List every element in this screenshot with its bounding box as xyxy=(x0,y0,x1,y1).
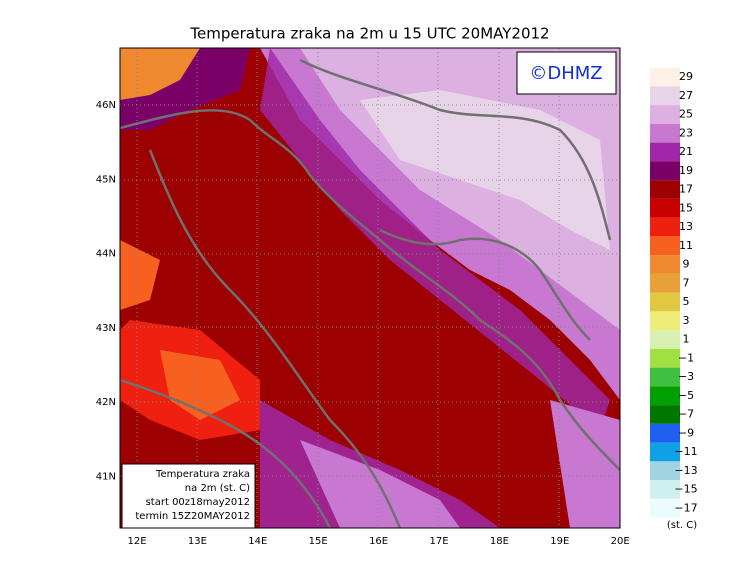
legend-swatch xyxy=(650,217,680,237)
legend-swatch xyxy=(650,86,680,106)
legend-swatch xyxy=(650,348,680,368)
legend-swatch xyxy=(650,236,680,256)
lon-label: 14E xyxy=(248,536,267,547)
lat-label: 43N xyxy=(96,323,116,334)
legend-swatch xyxy=(650,367,680,387)
coastlines xyxy=(119,58,621,529)
legend-label: −13 xyxy=(674,464,697,477)
legend-swatch xyxy=(650,292,680,312)
lon-label: 19E xyxy=(550,536,569,547)
lat-label: 42N xyxy=(96,397,116,408)
legend-swatch xyxy=(650,161,680,181)
legend-label: −5 xyxy=(678,389,694,402)
legend-label: 3 xyxy=(683,314,690,327)
legend-label: −15 xyxy=(674,483,697,496)
dynamic-layer: 46N 45N 44N 43N 42N 41N 12E 13E 14E 15E 16E 17E 18E 1… xyxy=(96,67,698,547)
lat-label: 46N xyxy=(96,100,116,111)
lon-label: 13E xyxy=(188,536,207,547)
legend-label: −17 xyxy=(674,501,697,514)
graticule xyxy=(120,48,620,528)
map-frame xyxy=(119,47,621,529)
legend-label: 11 xyxy=(679,239,693,252)
map-field xyxy=(120,48,620,528)
map-title: Temperatura zraka na 2m u 15 UTC 20MAY20… xyxy=(189,25,549,43)
legend-label: 25 xyxy=(679,108,693,121)
info-line: Temperatura zraka xyxy=(155,469,250,480)
legend-swatch xyxy=(650,198,680,218)
legend-units: (st. C) xyxy=(667,520,697,531)
legend-label: 17 xyxy=(679,183,693,196)
lat-label: 45N xyxy=(96,174,116,185)
lon-label: 17E xyxy=(429,536,448,547)
legend-swatch xyxy=(650,123,680,143)
legend-swatch xyxy=(650,180,680,199)
copyright-box xyxy=(516,51,617,95)
legend-swatch xyxy=(650,386,680,406)
legend-label: 23 xyxy=(679,126,693,139)
info-line: termin 15Z20MAY2012 xyxy=(135,511,250,522)
legend-swatch xyxy=(650,423,680,443)
legend-label: 5 xyxy=(683,295,690,308)
legend-label: 1 xyxy=(683,333,690,346)
legend-label: 21 xyxy=(679,145,693,158)
legend-label: −1 xyxy=(678,351,694,364)
legend-swatch xyxy=(650,498,680,518)
legend-label: 9 xyxy=(683,258,690,271)
copyright: ©DHMZ xyxy=(529,63,602,84)
legend-label: −7 xyxy=(678,408,694,421)
legend-swatch xyxy=(650,273,680,293)
legend-swatch xyxy=(650,461,680,481)
legend-label: 15 xyxy=(679,201,693,214)
legend-label: −11 xyxy=(674,445,697,458)
info-box xyxy=(121,463,256,529)
legend-label: 7 xyxy=(683,276,690,289)
legend-swatch xyxy=(650,480,680,499)
legend-swatch xyxy=(650,405,680,424)
lat-label: 44N xyxy=(96,249,116,260)
legend-label: 27 xyxy=(679,89,693,102)
legend-label: 29 xyxy=(679,70,693,83)
legend-label: −3 xyxy=(678,370,694,383)
legend-label: 13 xyxy=(679,220,693,233)
legend-swatch xyxy=(650,442,680,462)
lon-label: 16E xyxy=(369,536,388,547)
lon-label: 12E xyxy=(127,536,146,547)
info-line: start 00z18may2012 xyxy=(146,497,250,508)
legend-swatch xyxy=(650,142,680,162)
lon-label: 15E xyxy=(309,536,328,547)
legend-label: −9 xyxy=(678,426,694,439)
lat-label: 41N xyxy=(96,472,116,483)
legend-swatch xyxy=(650,67,680,87)
legend-swatch xyxy=(650,255,680,274)
info-line: na 2m (st. C) xyxy=(185,483,250,494)
legend-swatch xyxy=(650,105,680,124)
lon-label: 20E xyxy=(611,536,630,547)
legend-swatch xyxy=(650,330,680,349)
legend-swatch xyxy=(650,311,680,331)
legend-label: 19 xyxy=(679,164,693,177)
lon-label: 18E xyxy=(490,536,509,547)
